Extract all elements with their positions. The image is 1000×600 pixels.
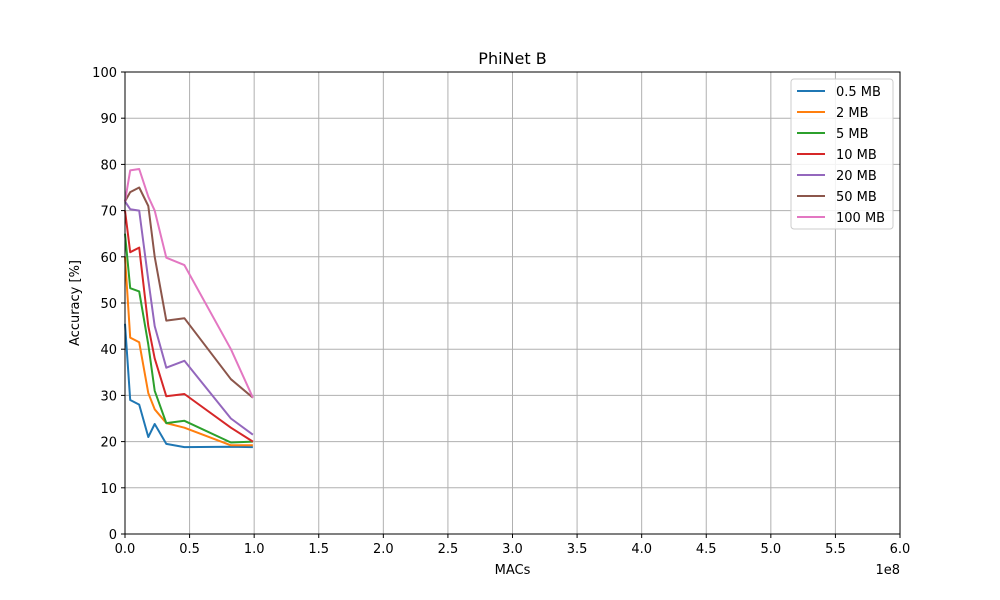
x-tick-label: 0.5: [179, 542, 200, 557]
x-axis-label: MACs: [495, 563, 531, 578]
x-offset-label: 1e8: [875, 563, 900, 578]
y-tick-label: 90: [100, 112, 117, 127]
series-line-50-mb: [124, 186, 254, 399]
grid: [124, 71, 901, 535]
legend-box: [790, 78, 894, 230]
y-tick-label: 100: [92, 66, 117, 81]
x-tick-label: 1.5: [308, 542, 329, 557]
y-tick-label: 0: [109, 528, 117, 543]
y-axis-label: Accuracy [%]: [68, 260, 83, 346]
series-line-0-5-mb: [124, 323, 253, 449]
y-tick-label: 70: [100, 205, 117, 220]
x-tick-label: 2.0: [373, 542, 394, 557]
legend-label-100-mb: 100 MB: [836, 211, 885, 226]
series-line-10-mb: [124, 210, 254, 443]
series-line-20-mb: [124, 200, 254, 436]
legend-label-50-mb: 50 MB: [836, 190, 877, 205]
legend: 0.5 MB 2 MB 5 MB 10 MB 20 MB 50 MB 100 MB: [790, 78, 894, 230]
x-tick-label: 4.5: [696, 542, 717, 557]
series-line-2-mb: [124, 256, 253, 447]
y-tick-label: 20: [100, 436, 117, 451]
y-tick-label: 30: [100, 389, 117, 404]
legend-label-2-mb: 2 MB: [836, 106, 869, 121]
y-tick-label: 50: [100, 297, 117, 312]
y-tick-label: 80: [100, 158, 117, 173]
legend-label-20-mb: 20 MB: [836, 169, 877, 184]
x-tick-label: 3.5: [567, 542, 588, 557]
x-tick-label: 2.5: [438, 542, 459, 557]
axis-ticks: 0.0 0.5 1.0 1.5 2.0 2.5 3.0 3.5 4.0 4.5 5.0 5.5 6.0 0…: [92, 66, 910, 557]
series-line-5-mb: [124, 233, 253, 444]
series-lines: [124, 168, 254, 449]
legend-label-0-5-mb: 0.5 MB: [836, 85, 881, 100]
x-tick-label: 5.0: [760, 542, 781, 557]
series-line-100-mb: [124, 168, 254, 399]
legend-label-5-mb: 5 MB: [836, 127, 869, 142]
chart-title: PhiNet B: [478, 49, 546, 68]
x-tick-label: 3.0: [502, 542, 523, 557]
x-tick-label: 4.0: [631, 542, 652, 557]
x-tick-label: 0.0: [115, 542, 136, 557]
y-tick-label: 40: [100, 343, 117, 358]
y-tick-label: 60: [100, 251, 117, 266]
x-tick-label: 5.5: [825, 542, 846, 557]
legend-label-10-mb: 10 MB: [836, 148, 877, 163]
x-tick-label: 6.0: [890, 542, 911, 557]
x-tick-label: 1.0: [244, 542, 265, 557]
y-tick-label: 10: [100, 482, 117, 497]
